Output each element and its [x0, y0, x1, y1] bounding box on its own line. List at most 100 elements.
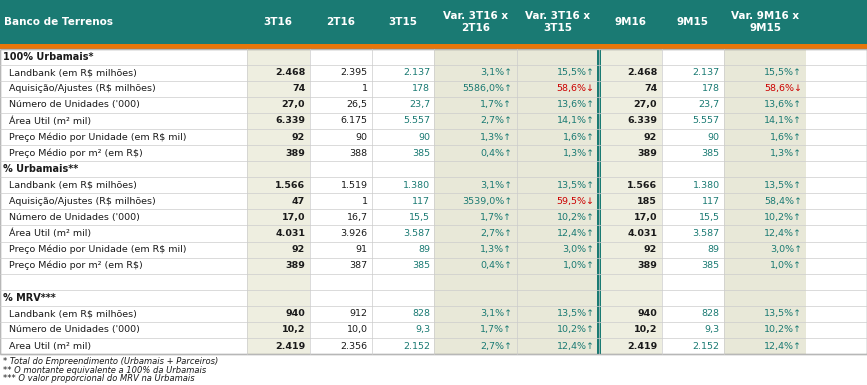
Text: 3539,0%↑: 3539,0%↑: [462, 197, 512, 206]
Text: 3.587: 3.587: [403, 229, 430, 238]
Text: 385: 385: [412, 261, 430, 270]
Text: 9,3: 9,3: [705, 325, 720, 335]
Text: 1.380: 1.380: [403, 181, 430, 190]
Text: 185: 185: [637, 197, 657, 206]
Text: 10,2%↑: 10,2%↑: [557, 213, 595, 222]
Text: 26,5: 26,5: [347, 100, 368, 109]
Text: 117: 117: [701, 197, 720, 206]
Text: 74: 74: [644, 84, 657, 93]
Text: 5586,0%↑: 5586,0%↑: [462, 84, 512, 93]
Text: 3T16: 3T16: [264, 17, 293, 27]
Text: 12,4%↑: 12,4%↑: [764, 341, 802, 351]
Text: 2.152: 2.152: [403, 341, 430, 351]
Text: 13,5%↑: 13,5%↑: [764, 181, 802, 190]
Text: 5.557: 5.557: [693, 117, 720, 126]
Text: 16,7: 16,7: [347, 213, 368, 222]
Text: 178: 178: [412, 84, 430, 93]
Text: 1,7%↑: 1,7%↑: [480, 325, 512, 335]
Text: Area Util (m² mil): Area Util (m² mil): [3, 341, 92, 351]
Text: 4.031: 4.031: [275, 229, 305, 238]
Text: 1,3%↑: 1,3%↑: [480, 245, 512, 254]
Text: 9M16: 9M16: [615, 17, 646, 27]
Text: 10,2: 10,2: [634, 325, 657, 335]
Text: 178: 178: [701, 84, 720, 93]
Text: 1,6%↑: 1,6%↑: [770, 132, 802, 142]
Text: 940: 940: [637, 310, 657, 318]
Bar: [247, 49, 310, 354]
Text: Var. 3T16 x
3T15: Var. 3T16 x 3T15: [525, 11, 590, 33]
Text: 58,6%↓: 58,6%↓: [764, 84, 802, 93]
Text: 117: 117: [412, 197, 430, 206]
Text: 0,4%↑: 0,4%↑: [480, 149, 512, 157]
Text: 2,7%↑: 2,7%↑: [480, 341, 512, 351]
Text: 13,5%↑: 13,5%↑: [557, 181, 595, 190]
Bar: [434, 49, 517, 354]
Text: 13,5%↑: 13,5%↑: [764, 310, 802, 318]
Text: 385: 385: [412, 149, 430, 157]
Text: 1,3%↑: 1,3%↑: [563, 149, 595, 157]
Bar: [596, 49, 602, 354]
Text: 389: 389: [285, 149, 305, 157]
Text: 10,0: 10,0: [347, 325, 368, 335]
Text: 92: 92: [292, 132, 305, 142]
Text: 2.356: 2.356: [341, 341, 368, 351]
Text: 3T15: 3T15: [388, 17, 418, 27]
Text: 828: 828: [412, 310, 430, 318]
Text: 1.566: 1.566: [627, 181, 657, 190]
Text: Aquisição/Ajustes (R$ milhões): Aquisição/Ajustes (R$ milhões): [3, 84, 156, 93]
Text: Área Util (m² mil): Área Util (m² mil): [3, 116, 92, 126]
Text: Landbank (em R$ milhões): Landbank (em R$ milhões): [3, 310, 137, 318]
Text: 1.566: 1.566: [275, 181, 305, 190]
Text: 2.419: 2.419: [627, 341, 657, 351]
Text: 90: 90: [355, 132, 368, 142]
Text: 15,5: 15,5: [699, 213, 720, 222]
Text: 1: 1: [362, 84, 368, 93]
Text: 15,5%↑: 15,5%↑: [764, 68, 802, 77]
Text: 3,0%↑: 3,0%↑: [770, 245, 802, 254]
Text: 3.587: 3.587: [693, 229, 720, 238]
Text: 2.468: 2.468: [275, 68, 305, 77]
Text: 10,2: 10,2: [282, 325, 305, 335]
Text: 1,6%↑: 1,6%↑: [563, 132, 595, 142]
Text: 58,6%↓: 58,6%↓: [557, 84, 595, 93]
Text: 89: 89: [707, 245, 720, 254]
Text: 0,4%↑: 0,4%↑: [480, 261, 512, 270]
Text: 1,7%↑: 1,7%↑: [480, 213, 512, 222]
Text: 90: 90: [707, 132, 720, 142]
Text: Área Util (m² mil): Área Util (m² mil): [3, 229, 92, 238]
Text: 9,3: 9,3: [415, 325, 430, 335]
Bar: [0, 44, 867, 49]
Text: 1.380: 1.380: [693, 181, 720, 190]
Text: 1,0%↑: 1,0%↑: [563, 261, 595, 270]
Text: 2.419: 2.419: [275, 341, 305, 351]
Text: Número de Unidades ('000): Número de Unidades ('000): [3, 325, 140, 335]
Text: 9M15: 9M15: [677, 17, 708, 27]
Text: 389: 389: [637, 261, 657, 270]
Text: 92: 92: [644, 132, 657, 142]
Bar: [724, 49, 806, 354]
Text: 2.152: 2.152: [693, 341, 720, 351]
Text: 15,5: 15,5: [409, 213, 430, 222]
Text: 828: 828: [701, 310, 720, 318]
Text: 4.031: 4.031: [627, 229, 657, 238]
Text: Número de Unidades ('000): Número de Unidades ('000): [3, 100, 140, 109]
Text: 3,1%↑: 3,1%↑: [480, 181, 512, 190]
Text: 6.339: 6.339: [627, 117, 657, 126]
Text: 59,5%↓: 59,5%↓: [557, 197, 595, 206]
Text: % Urbamais**: % Urbamais**: [3, 164, 79, 174]
Bar: [0, 0, 867, 44]
Text: 388: 388: [349, 149, 368, 157]
Text: 12,4%↑: 12,4%↑: [557, 229, 595, 238]
Text: 17,0: 17,0: [282, 213, 305, 222]
Text: ** O montante equivalente a 100% da Urbamais: ** O montante equivalente a 100% da Urba…: [3, 366, 206, 375]
Text: 3,1%↑: 3,1%↑: [480, 68, 512, 77]
Text: 1.519: 1.519: [341, 181, 368, 190]
Text: 389: 389: [285, 261, 305, 270]
Text: 1,7%↑: 1,7%↑: [480, 100, 512, 109]
Text: Preço Médio por Unidade (em R$ mil): Preço Médio por Unidade (em R$ mil): [3, 132, 187, 142]
Text: 14,1%↑: 14,1%↑: [764, 117, 802, 126]
Text: 23,7: 23,7: [409, 100, 430, 109]
Text: 27,0: 27,0: [634, 100, 657, 109]
Text: Preço Médio por m² (em R$): Preço Médio por m² (em R$): [3, 261, 143, 270]
Text: 13,6%↑: 13,6%↑: [557, 100, 595, 109]
